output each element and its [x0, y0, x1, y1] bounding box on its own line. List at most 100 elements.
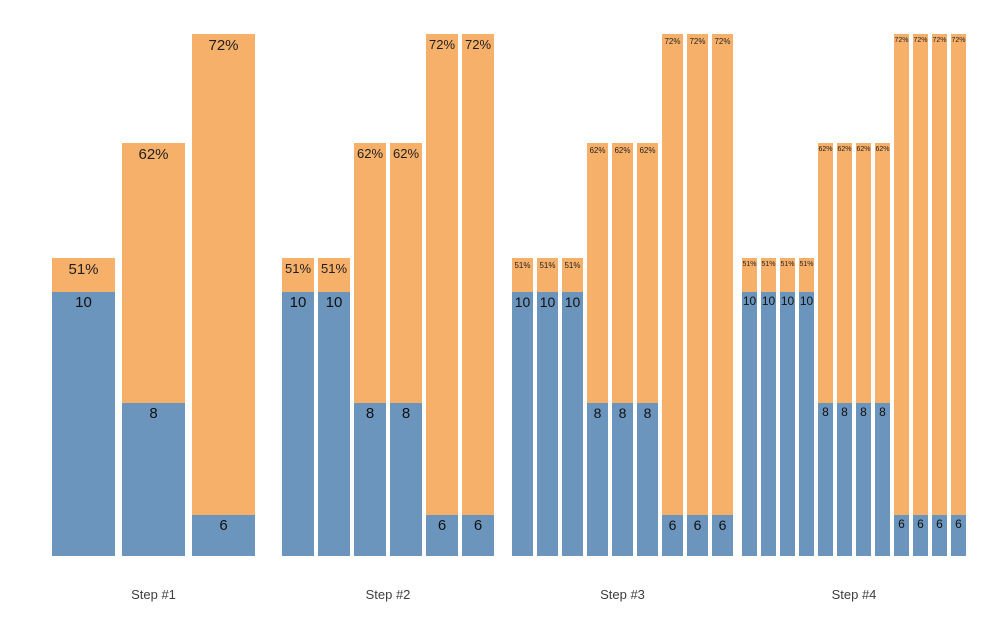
- percent-label: 72%: [951, 37, 966, 44]
- bar-segment-rate: 51%: [512, 258, 533, 292]
- bar-segment-rate: 62%: [390, 143, 422, 403]
- percent-label: 62%: [614, 146, 631, 155]
- value-label: 8: [401, 405, 411, 422]
- value-label: 10: [539, 294, 556, 310]
- bar-segment-value: 6: [932, 515, 947, 556]
- stacked-bar: 72% 6: [462, 34, 494, 556]
- bar-segment-rate: 72%: [192, 34, 255, 515]
- stacked-bar: 72% 6: [662, 34, 683, 556]
- bar-segment-rate: 51%: [780, 258, 795, 292]
- percent-label: 51%: [564, 261, 581, 270]
- stacked-bar: 62% 8: [818, 143, 833, 556]
- bar-segment-value: 10: [780, 292, 795, 556]
- value-label: 8: [879, 405, 886, 419]
- bar-segment-value: 10: [318, 292, 350, 556]
- bar-segment-value: 6: [662, 515, 683, 556]
- bar-segment-rate: 51%: [761, 258, 776, 292]
- value-label: 10: [799, 294, 814, 308]
- stacked-bar: 51% 10: [799, 258, 814, 556]
- stacked-bar: 51% 10: [52, 258, 115, 556]
- percent-label: 72%: [208, 37, 239, 54]
- bar-segment-rate: 62%: [587, 143, 608, 403]
- bar-segment-value: 8: [875, 403, 890, 556]
- value-label: 8: [643, 405, 652, 421]
- bar-segment-value: 10: [799, 292, 814, 556]
- bar-segment-value: 8: [354, 403, 386, 556]
- stacked-bar: 72% 6: [192, 34, 255, 556]
- stacked-bar: 62% 8: [122, 143, 185, 556]
- bar-segment-rate: 72%: [712, 34, 733, 515]
- stacked-bar: 62% 8: [837, 143, 852, 556]
- percent-label: 51%: [514, 261, 531, 270]
- bar-segment-rate: 72%: [913, 34, 928, 515]
- group-caption: Step #4: [831, 587, 877, 602]
- bar-segment-value: 6: [426, 515, 458, 556]
- bar-segment-value: 10: [282, 292, 314, 556]
- value-label: 6: [473, 517, 483, 534]
- value-label: 6: [437, 517, 447, 534]
- bar-segment-value: 8: [390, 403, 422, 556]
- stacked-bar: 72% 6: [712, 34, 733, 556]
- percent-label: 62%: [589, 146, 606, 155]
- stacked-bar: 72% 6: [913, 34, 928, 556]
- value-label: 6: [718, 517, 727, 533]
- bar-segment-value: 6: [462, 515, 494, 556]
- bar-segment-value: 8: [587, 403, 608, 556]
- value-label: 6: [936, 517, 943, 531]
- bar-segment-rate: 72%: [662, 34, 683, 515]
- stacked-bar: 51% 10: [742, 258, 757, 556]
- percent-label: 62%: [356, 146, 384, 161]
- bar-segment-value: 10: [52, 292, 115, 556]
- value-label: 6: [219, 517, 228, 534]
- percent-label: 51%: [742, 261, 757, 268]
- bar-segment-value: 10: [562, 292, 583, 556]
- bar-segment-rate: 51%: [537, 258, 558, 292]
- value-label: 6: [693, 517, 702, 533]
- percent-label: 72%: [428, 37, 456, 52]
- percent-label: 51%: [780, 261, 795, 268]
- stacked-bar: 51% 10: [537, 258, 558, 556]
- value-label: 8: [860, 405, 867, 419]
- percent-label: 72%: [913, 37, 928, 44]
- group-caption: Step #1: [131, 587, 176, 602]
- percent-label: 51%: [799, 261, 814, 268]
- value-label: 8: [149, 405, 158, 422]
- bar-segment-value: 8: [612, 403, 633, 556]
- bar-segment-rate: 72%: [687, 34, 708, 515]
- bar-segment-value: 6: [894, 515, 909, 556]
- value-label: 10: [325, 294, 343, 311]
- percent-label: 51%: [539, 261, 556, 270]
- percent-label: 51%: [284, 261, 312, 276]
- value-label: 6: [955, 517, 962, 531]
- bar-segment-rate: 72%: [426, 34, 458, 515]
- value-label: 6: [668, 517, 677, 533]
- percent-label: 72%: [664, 37, 681, 46]
- percent-label: 62%: [856, 146, 871, 153]
- bar-segment-value: 8: [856, 403, 871, 556]
- bar-segment-value: 10: [742, 292, 757, 556]
- percent-label: 72%: [464, 37, 492, 52]
- value-label: 8: [618, 405, 627, 421]
- percent-label: 62%: [392, 146, 420, 161]
- value-label: 10: [780, 294, 795, 308]
- bar-segment-rate: 51%: [318, 258, 350, 292]
- bar-segment-rate: 51%: [282, 258, 314, 292]
- percent-label: 72%: [689, 37, 706, 46]
- value-label: 8: [365, 405, 375, 422]
- bar-segment-value: 10: [761, 292, 776, 556]
- bar-segment-rate: 72%: [894, 34, 909, 515]
- stacked-bar: 51% 10: [512, 258, 533, 556]
- bar-segment-value: 6: [687, 515, 708, 556]
- bar-segment-rate: 62%: [354, 143, 386, 403]
- bar-segment-rate: 62%: [122, 143, 185, 403]
- value-label: 8: [593, 405, 602, 421]
- percent-label: 72%: [714, 37, 731, 46]
- percent-label: 51%: [320, 261, 348, 276]
- bar-segment-rate: 51%: [562, 258, 583, 292]
- group-caption: Step #2: [365, 587, 411, 602]
- stacked-bar: 51% 10: [761, 258, 776, 556]
- stacked-bar: 72% 6: [951, 34, 966, 556]
- stacked-bar: 62% 8: [875, 143, 890, 556]
- bar-segment-value: 6: [192, 515, 255, 556]
